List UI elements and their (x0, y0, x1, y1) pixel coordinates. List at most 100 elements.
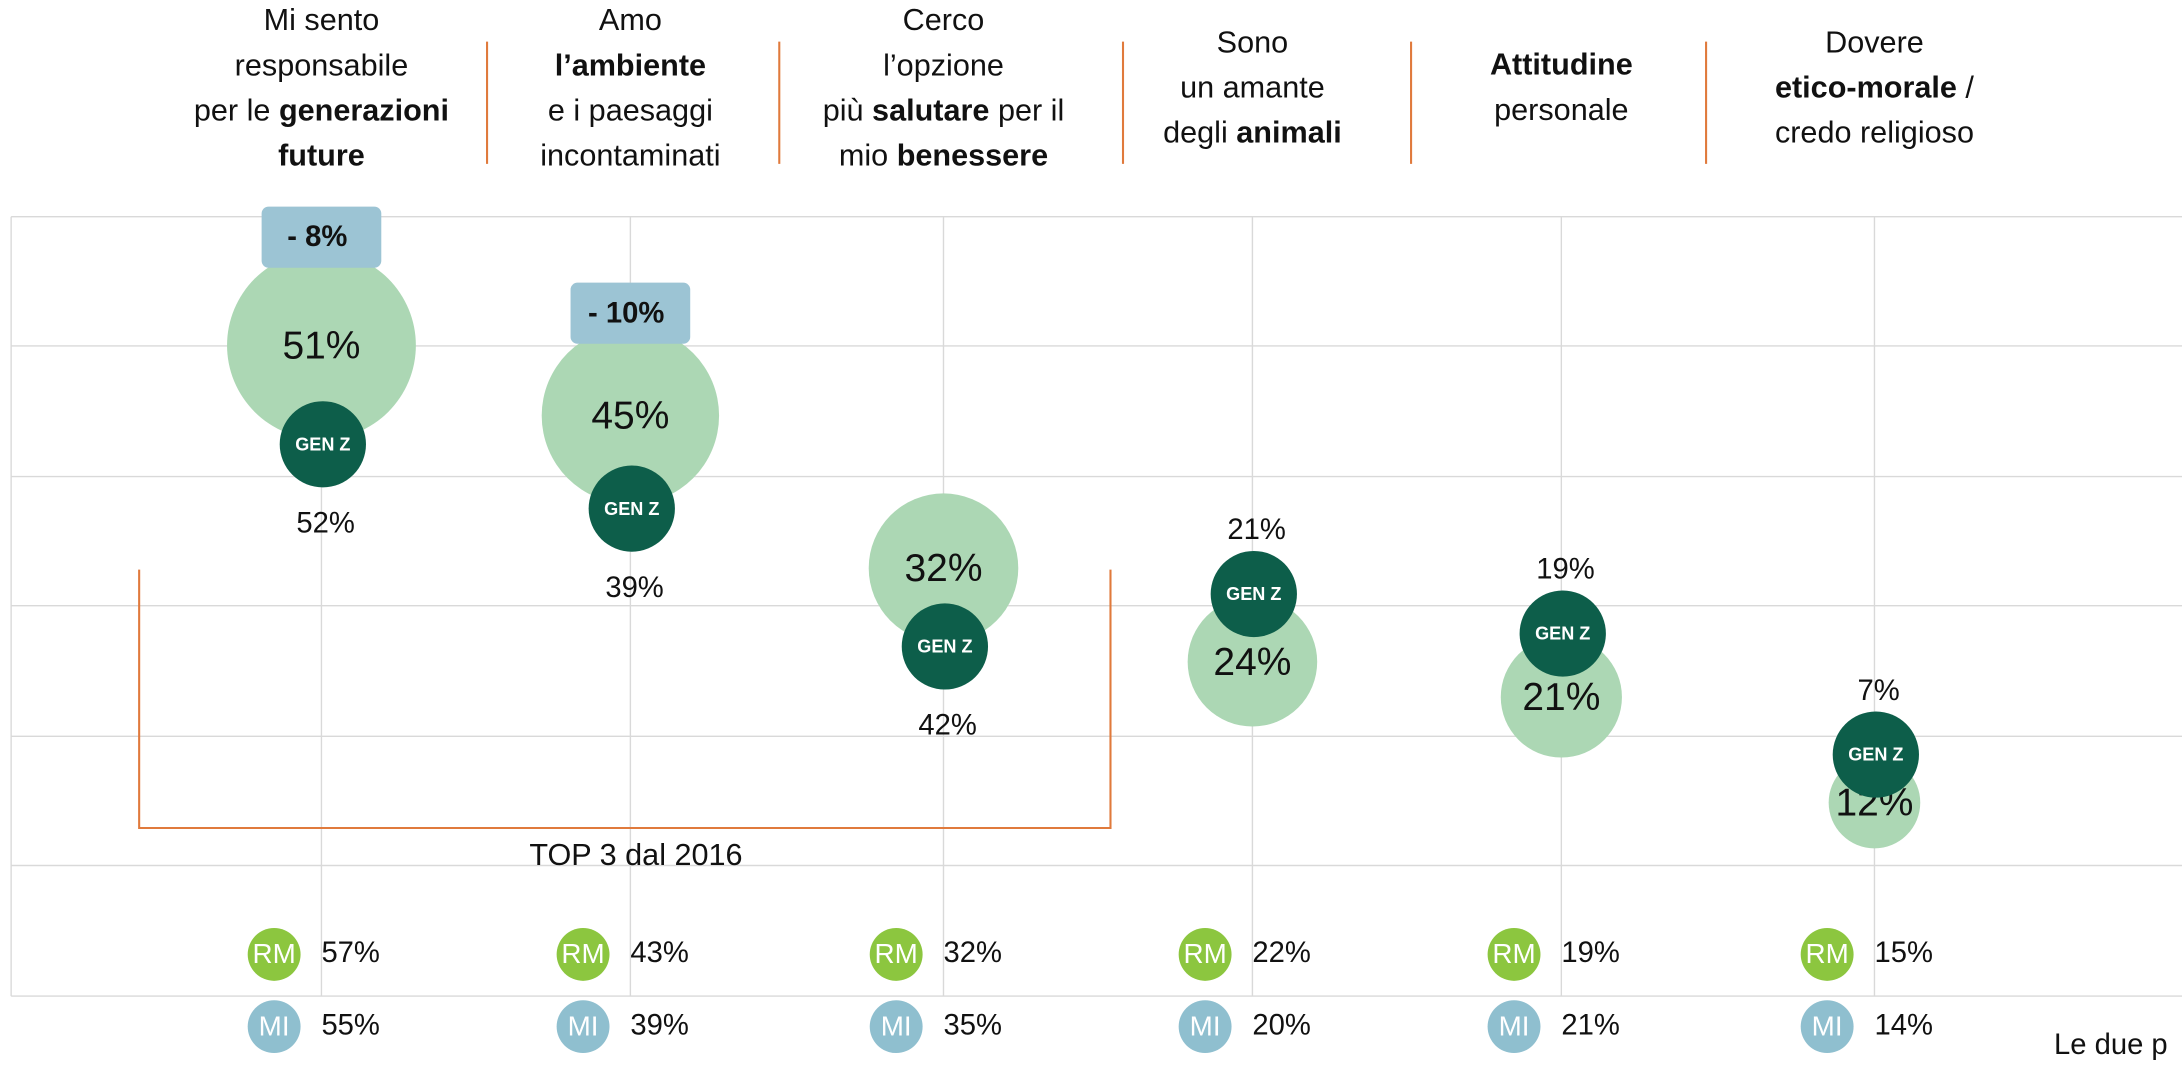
total-label: 45% (591, 395, 669, 438)
city-name: MI (1812, 1010, 1843, 1041)
city-value: 22% (1252, 937, 1310, 969)
footnote: Le due p (2054, 1029, 2168, 1060)
genz-label: 21% (1227, 514, 1285, 546)
header-part: animali (1236, 116, 1341, 150)
header-part: generazioni (279, 94, 449, 128)
header-part: salutare (872, 94, 989, 128)
city-badge (247, 1000, 301, 1054)
city-badge (1178, 928, 1232, 981)
city-name: RM (1806, 938, 1849, 969)
city-name: RM (875, 938, 918, 969)
city-badge (556, 928, 610, 981)
column-header: etico-morale / (1775, 71, 1974, 105)
total-label: 24% (1213, 641, 1291, 684)
city-value: 57% (321, 937, 379, 969)
header-part: l’ambiente (555, 48, 706, 82)
column-header: l’ambiente (555, 48, 706, 82)
header-part: Cerco (903, 3, 985, 37)
total-bubble (541, 327, 720, 505)
city-value: 43% (630, 937, 688, 969)
header-part: Sono (1217, 26, 1288, 60)
city-value: 35% (943, 1009, 1001, 1041)
top3-label: TOP 3 dal 2016 (529, 838, 742, 872)
city-value: 14% (1874, 1009, 1932, 1041)
column-header: Sono (1217, 26, 1288, 60)
column-header: per le generazioni (194, 94, 449, 128)
column-header: Mi sento (264, 3, 380, 37)
header-part: per il (989, 94, 1064, 128)
genz-badge: GEN Z (1848, 745, 1903, 765)
city-name: RM (1183, 938, 1226, 969)
city-badge (1800, 928, 1854, 981)
delta-box (570, 282, 691, 344)
header-part: più (823, 94, 872, 128)
city-name: MI (568, 1010, 599, 1041)
header-part: incontaminati (540, 139, 720, 173)
city-value: 32% (943, 937, 1001, 969)
city-badge (1800, 1000, 1854, 1054)
header-part: credo religioso (1775, 116, 1974, 150)
genz-bubble (901, 603, 989, 690)
header-part: Dovere (1825, 26, 1924, 60)
genz-label: 42% (918, 710, 976, 742)
column-header: e i paesaggi (548, 94, 713, 128)
header-part: personale (1494, 93, 1628, 127)
city-value: 15% (1874, 937, 1932, 969)
column-header: Cerco (903, 3, 985, 37)
city-badge (869, 928, 923, 981)
column-header: Attitudine (1490, 48, 1633, 82)
city-name: RM (253, 938, 296, 969)
genz-label: 19% (1536, 554, 1594, 586)
column-header: Dovere (1825, 26, 1924, 60)
column-header: un amante (1180, 71, 1325, 105)
genz-badge: GEN Z (1226, 584, 1281, 604)
top3-bracket (138, 569, 1112, 830)
genz-label: 7% (1858, 675, 1900, 707)
city-name: MI (1190, 1010, 1221, 1041)
column-header: incontaminati (540, 139, 720, 173)
city-name: RM (561, 938, 604, 969)
total-label: 32% (905, 547, 983, 590)
city-value: 19% (1561, 937, 1619, 969)
column-header: Amo (599, 3, 662, 37)
column-header: responsabile (235, 48, 409, 82)
delta-label: - 10% (588, 297, 664, 329)
genz-bubble (1832, 711, 1919, 798)
city-badge (869, 1000, 923, 1054)
city-badge (1487, 928, 1541, 981)
city-badge (1178, 1000, 1232, 1054)
header-part: un amante (1180, 71, 1325, 105)
city-badge (1487, 1000, 1541, 1054)
city-name: MI (881, 1010, 912, 1041)
genz-badge: GEN Z (917, 637, 972, 657)
header-part: per le (194, 94, 279, 128)
header-part: Amo (599, 3, 662, 37)
city-name: MI (1499, 1010, 1530, 1041)
genz-label: 52% (296, 508, 354, 540)
header-part: e i paesaggi (548, 94, 713, 128)
city-badge (247, 928, 301, 981)
column-header: personale (1494, 93, 1628, 127)
header-part: benessere (897, 139, 1048, 173)
genz-bubble (279, 401, 366, 488)
genz-badge: GEN Z (604, 499, 659, 519)
genz-bubble (1210, 550, 1297, 638)
delta-box (261, 206, 382, 268)
total-label: 21% (1522, 676, 1600, 719)
genz-badge: GEN Z (295, 434, 350, 454)
header-part: future (278, 139, 365, 173)
genz-bubble (1519, 590, 1606, 677)
city-value: 55% (321, 1009, 379, 1041)
city-value: 21% (1561, 1009, 1619, 1041)
delta-label: - 8% (287, 221, 347, 253)
genz-label: 39% (605, 572, 663, 604)
header-part: l’opzione (883, 48, 1004, 82)
genz-bubble (588, 465, 675, 552)
city-badge (556, 1000, 610, 1054)
total-bubble (1187, 597, 1318, 727)
city-name: MI (259, 1010, 290, 1041)
column-header: più salutare per il (823, 94, 1065, 128)
city-value: 20% (1252, 1009, 1310, 1041)
total-bubble (1500, 636, 1622, 758)
